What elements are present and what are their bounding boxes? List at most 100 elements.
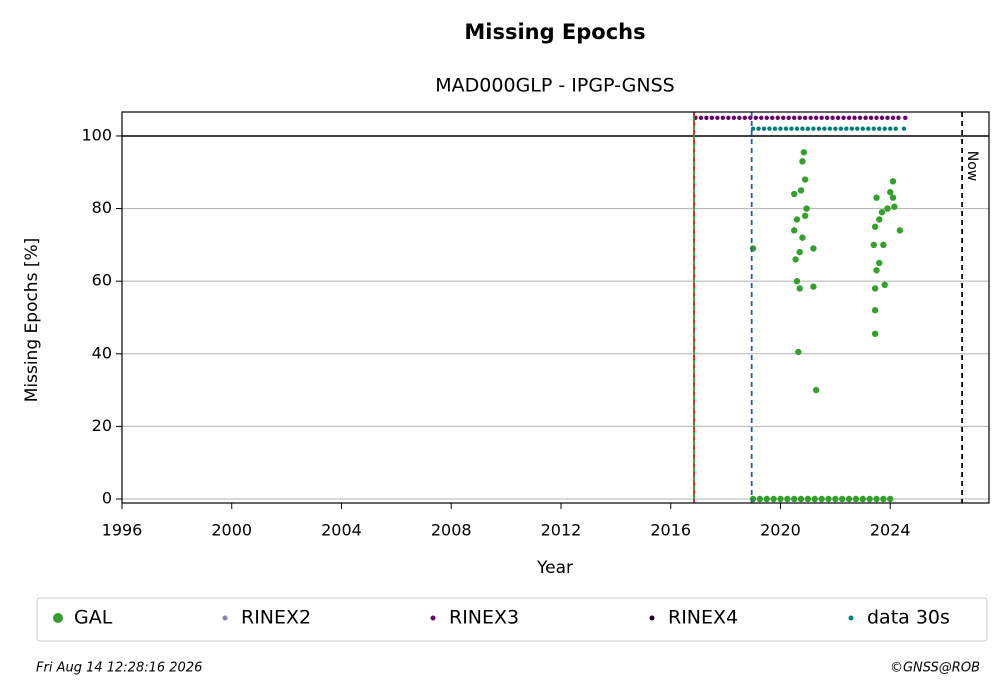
data-point [874,115,879,121]
plot-area [693,115,908,503]
data-point [789,126,794,131]
data-point [709,115,715,121]
data-point [784,495,791,503]
data-point [880,495,887,503]
x-tick-label: 2000 [211,521,252,540]
data-point [832,495,839,503]
data-point [800,126,805,131]
data-point [835,115,841,121]
data-point [777,495,784,503]
data-point [849,126,855,131]
x-tick-label: 1996 [102,521,143,540]
data-point [731,115,737,121]
y-tick-label: 80 [92,198,112,217]
data-point [903,115,908,121]
data-point [852,115,857,121]
data-point [799,158,806,165]
data-point [775,115,780,121]
data-point [896,115,901,121]
legend-marker [222,615,228,621]
data-point [799,234,806,241]
data-point [797,187,805,194]
credit: ©GNSS@ROB [890,661,980,676]
data-point [879,115,885,121]
data-point [796,248,803,256]
data-point [893,126,898,131]
data-point [871,223,879,230]
data-point [889,178,897,185]
data-point [884,205,891,212]
data-point [797,115,802,121]
data-point [772,126,778,131]
data-point [866,495,873,503]
data-point [802,115,808,121]
data-point [804,495,812,503]
data-point [756,495,764,503]
data-point [878,209,886,216]
data-point [794,126,800,131]
data-point [753,115,758,121]
data-point [891,203,898,210]
data-point [887,189,894,196]
x-tick-label: 2016 [650,521,691,540]
data-point [868,115,874,121]
legend-marker [649,615,655,621]
data-point [763,495,770,503]
data-point [801,212,809,220]
data-point [873,267,880,274]
reference-label: Now [964,151,980,182]
legend-marker [430,615,436,621]
data-point [880,241,887,249]
data-point [838,126,844,131]
data-point [816,126,822,131]
data-point [818,495,825,503]
y-tick-label: 20 [92,416,112,435]
data-point [742,115,748,121]
x-tick-label: 2008 [431,521,472,540]
data-point [871,126,876,131]
y-tick-label: 40 [92,343,112,362]
y-tick-label: 60 [92,271,112,290]
data-point [790,495,798,503]
x-tick-label: 2024 [870,521,911,540]
data-point [720,115,726,121]
data-point [876,216,883,223]
data-point [859,495,866,503]
data-point [793,277,801,285]
data-point [844,126,849,131]
data-point [756,126,761,131]
data-point [781,115,786,121]
data-point [871,285,879,292]
data-point [882,126,887,131]
data-point [810,283,817,290]
data-point [764,115,769,121]
data-point [783,126,789,131]
data-point [800,149,808,156]
y-tick-label: 0 [102,489,112,508]
data-point [824,115,830,121]
chart-title: Missing Epochs [464,20,645,44]
data-point [841,115,846,121]
data-point [698,115,704,121]
data-point [866,126,871,131]
data-point [830,115,835,121]
data-point [791,115,797,121]
data-point [761,126,767,131]
data-point [877,126,882,131]
data-point [808,115,813,121]
data-point [811,495,818,503]
data-point [786,115,791,121]
data-point [759,115,764,121]
data-point [803,205,810,212]
data-point [870,241,877,249]
data-point [813,115,819,121]
data-point [855,126,860,131]
chart-subtitle: MAD000GLP - IPGP-GNSS [435,75,674,97]
data-point [750,126,756,131]
data-point [852,495,860,503]
legend-marker [848,615,854,621]
timestamp: Fri Aug 14 12:28:16 2026 [36,661,202,676]
data-point [793,216,801,223]
